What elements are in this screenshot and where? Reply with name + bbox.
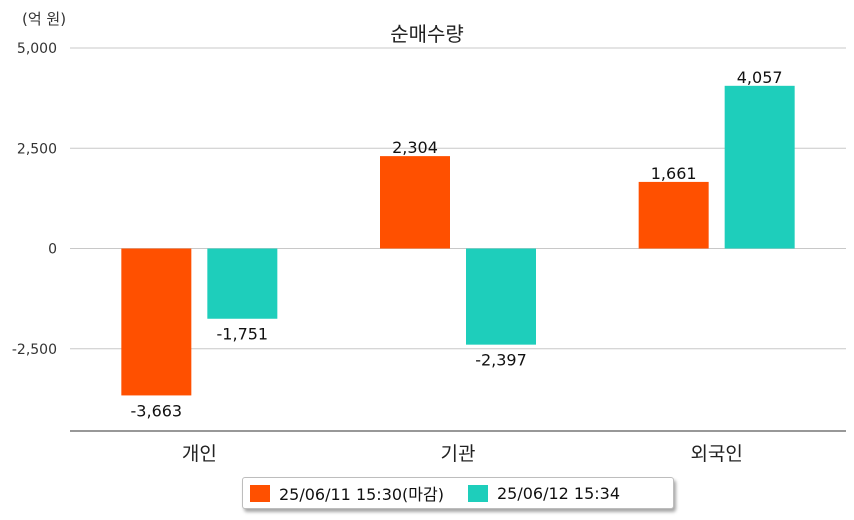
data-label: 1,661 [651, 164, 697, 183]
data-label: -3,663 [131, 401, 183, 420]
legend-swatch-series-2 [467, 484, 488, 502]
y-tick-label: 2,500 [17, 141, 57, 157]
data-label: -2,397 [475, 351, 527, 370]
chart-title: 순매수량 [390, 22, 464, 46]
bar-1-2 [380, 156, 450, 249]
legend-label-series-2: 25/06/12 15:34 [496, 483, 621, 503]
x-tick-label: 기관 [441, 443, 476, 465]
bar-1-3 [638, 181, 709, 249]
x-tick-label: 개인 [182, 443, 217, 465]
legend-label-series-1: 25/06/11 15:30(마감) [279, 485, 444, 504]
bar-2-3 [724, 85, 795, 249]
unit-label: (억 원) [22, 10, 67, 28]
y-tick-label: 5,000 [17, 41, 57, 57]
x-tick-label: 외국인 [690, 443, 742, 465]
legend-swatch-series-1 [250, 484, 270, 502]
legend: 25/06/11 15:30(마감) 25/06/12 15:34 [242, 477, 674, 509]
bar-1-1 [121, 248, 192, 396]
bar-2-1 [207, 248, 278, 319]
data-label: 4,057 [737, 68, 783, 87]
y-tick-label: -2,500 [12, 342, 57, 358]
data-label: 2,304 [392, 138, 438, 157]
bar-2-2 [466, 248, 536, 345]
y-tick-label: 0 [48, 242, 57, 258]
data-label: -1,751 [217, 325, 269, 344]
legend-item-series-2[interactable]: 25/06/12 15:34 [467, 483, 621, 503]
legend-item-series-1[interactable]: 25/06/11 15:30(마감) [250, 481, 444, 505]
